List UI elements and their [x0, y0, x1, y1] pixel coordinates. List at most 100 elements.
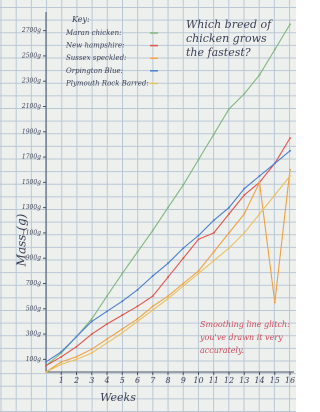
x-tick-label: 1	[59, 376, 64, 385]
data-point	[76, 336, 78, 338]
x-tick-label: 15	[270, 376, 280, 385]
data-point	[228, 108, 230, 110]
x-tick-label: 9	[181, 376, 186, 385]
data-point	[243, 232, 245, 234]
data-point	[182, 285, 184, 287]
data-point	[198, 270, 200, 272]
data-point	[228, 213, 230, 215]
data-point	[137, 289, 139, 291]
data-point	[76, 358, 78, 360]
data-point	[167, 295, 169, 297]
data-point	[60, 351, 62, 353]
data-point	[213, 251, 215, 253]
legend-label: Sussex speckled:	[66, 54, 126, 62]
data-point	[121, 328, 123, 330]
data-point	[182, 283, 184, 285]
x-axis-label: Weeks	[100, 391, 136, 404]
y-tick-label: 2100g	[21, 103, 41, 110]
x-tick-label: 11	[209, 376, 219, 385]
data-point	[137, 318, 139, 320]
data-point	[198, 159, 200, 161]
data-point	[106, 342, 108, 344]
data-point	[243, 213, 245, 215]
data-point	[60, 356, 62, 358]
data-point	[228, 207, 230, 209]
data-point	[121, 314, 123, 316]
x-tick-label: 7	[150, 376, 156, 385]
data-point	[198, 238, 200, 240]
data-point	[106, 323, 108, 325]
data-point	[182, 257, 184, 259]
data-point	[121, 300, 123, 302]
data-point	[259, 213, 261, 215]
data-point	[45, 371, 47, 373]
data-point	[167, 207, 169, 209]
y-tick-label: 2700g	[21, 27, 41, 34]
annotation: Smoothing line glitch: you've drawn it v…	[200, 318, 290, 357]
data-point	[91, 348, 93, 350]
data-point	[289, 169, 291, 171]
y-tick-label: 1500g	[22, 179, 41, 186]
data-point	[91, 352, 93, 354]
data-point	[182, 247, 184, 249]
data-point	[228, 247, 230, 249]
x-tick-label: 8	[165, 376, 170, 385]
data-point	[243, 93, 245, 95]
x-tick-label: 13	[239, 376, 249, 385]
x-tick-label: 12	[224, 376, 234, 385]
data-point	[213, 232, 215, 234]
y-tick-label: 500g	[26, 305, 41, 312]
data-point	[274, 162, 276, 164]
data-point	[152, 275, 154, 277]
legend-label: Plymouth Rock Barred:	[65, 79, 149, 87]
x-tick-label: 16	[285, 376, 295, 385]
data-point	[182, 184, 184, 186]
y-tick-label: 1300g	[22, 204, 41, 211]
x-tick-label: 2	[73, 376, 79, 385]
data-point	[259, 74, 261, 76]
y-tick-label: 700g	[26, 280, 41, 287]
data-point	[213, 219, 215, 221]
data-point	[91, 333, 93, 335]
y-tick-label: 1900g	[22, 128, 41, 135]
data-point	[45, 361, 47, 363]
x-tick-label: 6	[135, 376, 140, 385]
legend-label: New hampshire:	[65, 42, 124, 50]
data-point	[167, 298, 169, 300]
data-point	[137, 320, 139, 322]
data-point	[213, 260, 215, 262]
data-point	[198, 234, 200, 236]
data-point	[45, 365, 47, 367]
data-point	[60, 361, 62, 363]
data-point	[243, 188, 245, 190]
data-point	[152, 309, 154, 311]
x-tick-label: 4	[103, 376, 109, 385]
data-point	[152, 305, 154, 307]
data-point	[60, 363, 62, 365]
data-point	[106, 338, 108, 340]
data-point	[243, 194, 245, 196]
data-point	[259, 181, 261, 183]
y-tick-label: 2500g	[21, 52, 41, 59]
data-point	[289, 23, 291, 25]
y-tick-label: 1700g	[22, 154, 41, 161]
data-point	[152, 295, 154, 297]
data-point	[259, 175, 261, 177]
data-point	[289, 137, 291, 139]
data-point	[198, 272, 200, 274]
legend-title: Key:	[71, 15, 90, 24]
data-point	[121, 332, 123, 334]
y-axis-label: Mass (g)	[15, 213, 29, 267]
legend-label: Orpington Blue:	[66, 67, 123, 75]
data-point	[137, 251, 139, 253]
data-point	[228, 232, 230, 234]
data-point	[274, 301, 276, 303]
x-tick-label: 14	[254, 376, 264, 385]
data-point	[76, 356, 78, 358]
data-point	[152, 229, 154, 231]
data-point	[121, 272, 123, 274]
data-point	[167, 262, 169, 264]
data-point	[91, 318, 93, 320]
data-point	[167, 276, 169, 278]
